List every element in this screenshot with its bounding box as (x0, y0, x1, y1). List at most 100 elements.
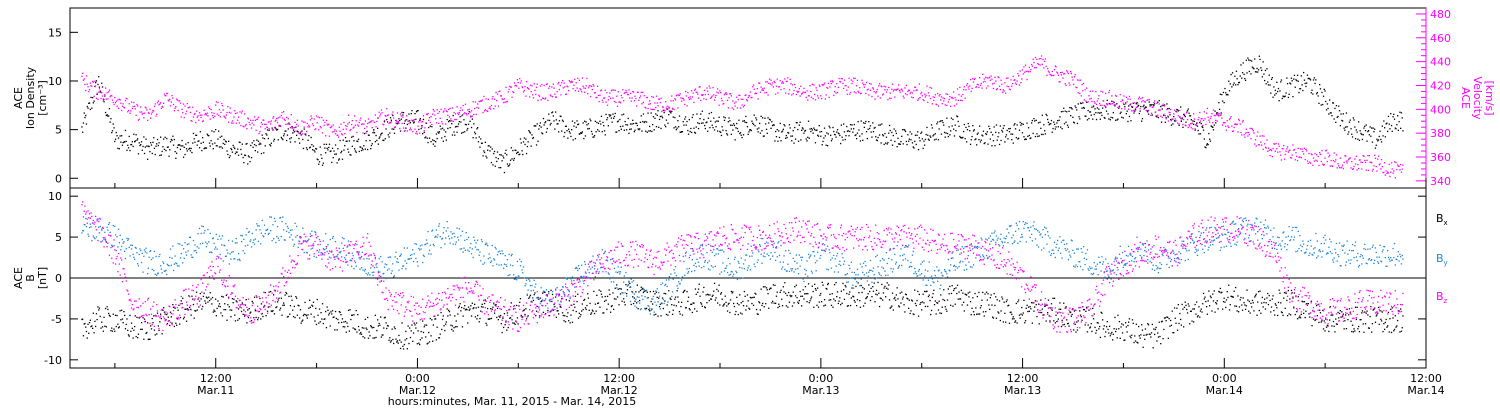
density-point (759, 122, 761, 125)
density-point (849, 124, 852, 126)
velocity-point (455, 118, 457, 121)
density-point (343, 149, 345, 151)
velocity-point (1170, 120, 1173, 122)
bx-point (689, 309, 691, 311)
density-point (1220, 112, 1222, 114)
velocity-point (1394, 177, 1396, 179)
bx-point (927, 305, 929, 308)
velocity-point (169, 98, 171, 100)
velocity-point (827, 82, 829, 84)
velocity-point (1044, 60, 1046, 62)
bx-point (513, 322, 515, 324)
bx-point (658, 306, 661, 308)
bx-point (302, 319, 304, 321)
velocity-point (364, 120, 366, 122)
velocity-point (327, 124, 329, 126)
bx-point (748, 307, 750, 309)
velocity-point (213, 112, 215, 115)
bx-point (1052, 297, 1054, 299)
density-point (1144, 107, 1146, 109)
velocity-point (198, 119, 200, 121)
density-point (865, 131, 868, 133)
velocity-point (197, 115, 199, 117)
density-point (561, 119, 564, 121)
velocity-point (1349, 157, 1351, 159)
density-point (1142, 105, 1144, 108)
density-point (905, 140, 907, 143)
velocity-point (1066, 71, 1069, 73)
bx-point (331, 310, 334, 312)
velocity-point (116, 105, 118, 107)
velocity-point (570, 82, 572, 84)
velocity-point (291, 127, 293, 129)
bx-point (900, 302, 902, 304)
velocity-point (539, 85, 541, 87)
bx-point (179, 316, 182, 319)
bx-point (922, 293, 924, 295)
velocity-point (555, 96, 557, 98)
velocity-point (223, 115, 225, 117)
bx-point (863, 288, 865, 290)
density-point (821, 144, 823, 146)
velocity-point (347, 123, 349, 125)
bx-point (137, 333, 140, 335)
velocity-point (463, 113, 465, 115)
velocity-point (452, 120, 454, 122)
bx-point (788, 291, 790, 294)
bx-point (293, 305, 295, 308)
density-point (665, 126, 667, 128)
density-point (541, 132, 543, 134)
bx-point (962, 292, 964, 294)
density-point (683, 124, 685, 126)
density-point (622, 125, 624, 127)
density-point (483, 151, 486, 154)
bx-point (125, 323, 127, 326)
density-point (237, 148, 239, 150)
velocity-point (1255, 145, 1257, 147)
velocity-point (797, 91, 799, 93)
density-point (610, 114, 612, 116)
velocity-point (725, 92, 727, 94)
density-point (159, 154, 161, 157)
density-point (917, 131, 919, 133)
density-point (1081, 107, 1083, 109)
velocity-point (402, 116, 404, 118)
density-point (462, 131, 464, 134)
velocity-point (156, 113, 158, 115)
velocity-point (286, 116, 288, 118)
bx-point (1150, 332, 1153, 334)
bx-point (1164, 317, 1166, 319)
bx-point (428, 341, 431, 343)
density-point (1270, 78, 1273, 80)
bx-point (1018, 299, 1020, 301)
bx-point (581, 303, 583, 305)
bx-point (332, 316, 334, 318)
bx-point (136, 316, 138, 318)
density-point (301, 130, 303, 132)
velocity-point (812, 98, 814, 100)
density-point (223, 138, 225, 141)
velocity-point (110, 94, 112, 97)
density-point (231, 149, 233, 151)
bx-point (616, 284, 618, 286)
density-point (440, 128, 442, 130)
bx-point (321, 318, 323, 320)
bx-point (89, 319, 91, 321)
bx-point (225, 294, 227, 296)
velocity-point (745, 94, 747, 96)
density-point (347, 148, 349, 150)
density-point (940, 133, 943, 135)
density-point (907, 134, 909, 136)
velocity-point (433, 110, 435, 112)
density-point (292, 129, 295, 131)
bx-point (1157, 336, 1160, 338)
density-point (467, 123, 470, 125)
velocity-point (224, 116, 226, 118)
velocity-point (703, 98, 705, 100)
bx-point (553, 303, 555, 305)
velocity-point (436, 109, 438, 111)
density-point (744, 121, 746, 123)
velocity-point (799, 95, 801, 97)
bx-point (200, 298, 202, 300)
velocity-point (428, 119, 430, 121)
